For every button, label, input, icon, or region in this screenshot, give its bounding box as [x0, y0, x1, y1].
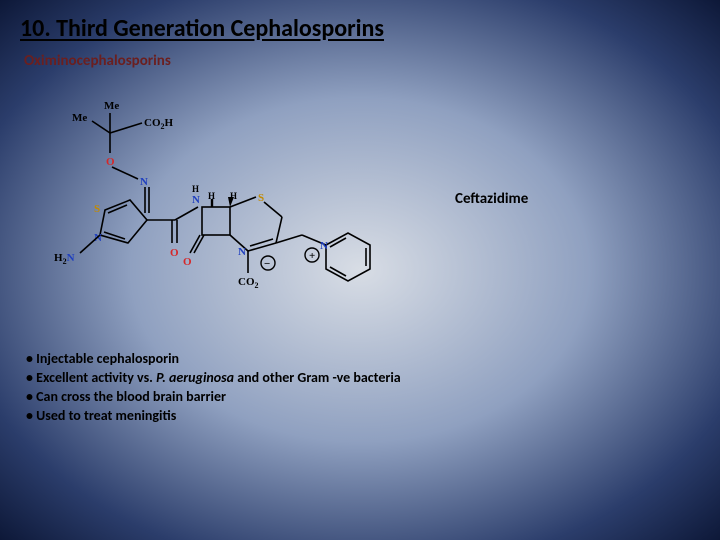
list-item: Injectable cephalosporin: [26, 350, 401, 369]
subtitle: Oximinocephalosporins: [24, 52, 171, 70]
bullet-list: Injectable cephalosporin Excellent activ…: [26, 350, 401, 426]
svg-text:N: N: [192, 194, 200, 206]
svg-text:N: N: [140, 176, 148, 188]
list-item: Excellent activity vs. P. aeruginosa and…: [26, 369, 401, 388]
svg-text:S: S: [94, 203, 100, 215]
svg-text:O: O: [170, 247, 179, 259]
svg-text:Me: Me: [104, 100, 119, 112]
list-item: Used to treat meningitis: [26, 407, 401, 426]
list-item: Can cross the blood brain barrier: [26, 388, 401, 407]
svg-text:−: −: [264, 258, 270, 270]
svg-text:O: O: [106, 156, 115, 168]
svg-text:CO2H: CO2H: [144, 117, 174, 131]
svg-text:N: N: [320, 240, 328, 252]
svg-text:H: H: [192, 184, 199, 194]
svg-text:H2N: H2N: [54, 252, 75, 266]
svg-text:+: +: [309, 250, 315, 262]
svg-text:N: N: [238, 246, 246, 258]
svg-text:O: O: [183, 256, 192, 268]
chemical-structure: Me Me CO2H O N S N H2N O: [50, 95, 410, 295]
svg-text:CO2: CO2: [238, 276, 259, 290]
page-title: 10. Third Generation Cephalosporins: [20, 14, 384, 43]
drug-name: Ceftazidime: [455, 190, 528, 208]
slide: 10. Third Generation Cephalosporins Oxim…: [0, 0, 720, 540]
svg-text:N: N: [94, 232, 102, 244]
svg-text:Me: Me: [72, 112, 87, 124]
svg-text:S: S: [258, 192, 264, 204]
